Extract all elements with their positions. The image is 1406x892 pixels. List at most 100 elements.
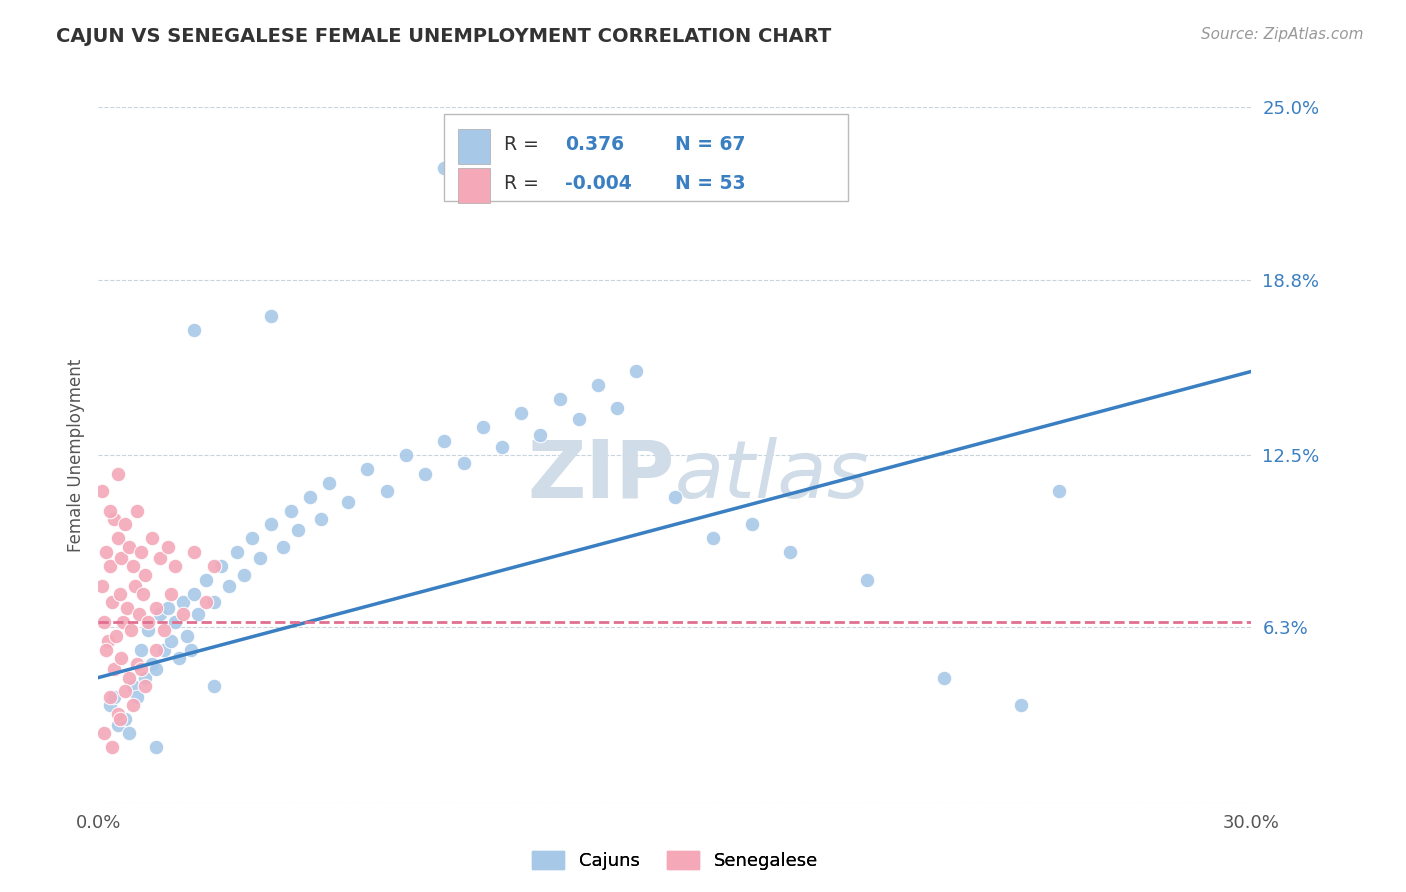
Text: N = 53: N = 53 (675, 174, 745, 193)
Text: -0.004: -0.004 (565, 174, 633, 193)
Point (138, 615, 160, 629)
Bar (458, 169, 491, 203)
Point (149, 550, 172, 565)
Point (114, 684, 136, 698)
Point (156, 601, 179, 615)
Y-axis label: Female Unemployment: Female Unemployment (66, 359, 84, 551)
Point (122, 698, 145, 713)
Point (271, 540, 294, 554)
Text: CAJUN VS SENEGALESE FEMALE UNEMPLOYMENT CORRELATION CHART: CAJUN VS SENEGALESE FEMALE UNEMPLOYMENT … (56, 27, 831, 45)
Text: ZIP: ZIP (527, 437, 675, 515)
Point (98, 503, 121, 517)
Point (138, 624, 160, 638)
Point (134, 567, 156, 582)
Point (249, 550, 271, 565)
Point (529, 428, 551, 442)
Point (108, 712, 131, 726)
Point (280, 503, 302, 517)
Point (152, 624, 174, 638)
Point (664, 490, 686, 504)
Point (97, 634, 120, 648)
Legend: Cajuns, Senegalese: Cajuns, Senegalese (524, 844, 825, 877)
Point (180, 642, 202, 657)
Point (94, 545, 117, 559)
Point (568, 411, 591, 425)
Point (202, 595, 225, 609)
Point (356, 462, 378, 476)
Point (233, 567, 256, 582)
Point (779, 545, 801, 559)
Point (337, 495, 360, 509)
Point (172, 595, 194, 609)
Point (586, 378, 609, 392)
Point (145, 642, 167, 657)
Text: N = 67: N = 67 (675, 135, 745, 154)
Point (103, 690, 125, 704)
Point (606, 401, 628, 415)
Point (218, 579, 240, 593)
Point (1047, 484, 1070, 499)
Point (183, 587, 205, 601)
Point (117, 601, 139, 615)
Point (118, 726, 141, 740)
Point (187, 607, 209, 621)
Point (104, 629, 127, 643)
Point (93, 615, 115, 629)
Point (202, 559, 225, 574)
Point (114, 712, 136, 726)
Point (91, 579, 114, 593)
Point (932, 671, 955, 685)
Point (129, 662, 152, 676)
Point (287, 523, 309, 537)
Point (195, 573, 218, 587)
Text: R =: R = (505, 174, 538, 193)
Point (318, 475, 340, 490)
Point (122, 679, 145, 693)
Point (145, 740, 167, 755)
Point (107, 467, 129, 482)
Point (118, 540, 141, 554)
Point (98, 698, 121, 713)
Point (160, 587, 183, 601)
Point (375, 484, 398, 499)
Point (107, 718, 129, 732)
Point (118, 671, 141, 685)
Point (125, 690, 148, 704)
Point (131, 587, 153, 601)
Point (156, 540, 179, 554)
Point (114, 517, 136, 532)
Point (260, 517, 283, 532)
Point (453, 456, 475, 470)
Point (209, 559, 232, 574)
Point (195, 595, 218, 609)
Point (110, 550, 132, 565)
Point (107, 706, 129, 721)
Point (125, 657, 148, 671)
Text: Source: ZipAtlas.com: Source: ZipAtlas.com (1201, 27, 1364, 42)
Point (141, 657, 163, 671)
Point (128, 607, 150, 621)
Point (395, 448, 418, 462)
Point (510, 406, 533, 420)
Point (172, 607, 194, 621)
Point (145, 662, 167, 676)
Point (129, 642, 152, 657)
Point (141, 532, 163, 546)
Point (93, 726, 115, 740)
Point (101, 595, 124, 609)
Point (202, 679, 225, 693)
Point (311, 512, 333, 526)
Point (98, 690, 121, 704)
Point (129, 545, 152, 559)
Point (108, 587, 131, 601)
Point (91, 484, 114, 499)
Point (856, 573, 879, 587)
Point (491, 440, 513, 454)
Point (110, 651, 132, 665)
Point (124, 579, 146, 593)
Text: 0.376: 0.376 (565, 135, 624, 154)
Text: atlas: atlas (675, 437, 870, 515)
Point (165, 615, 187, 629)
Point (152, 642, 174, 657)
Point (107, 532, 129, 546)
